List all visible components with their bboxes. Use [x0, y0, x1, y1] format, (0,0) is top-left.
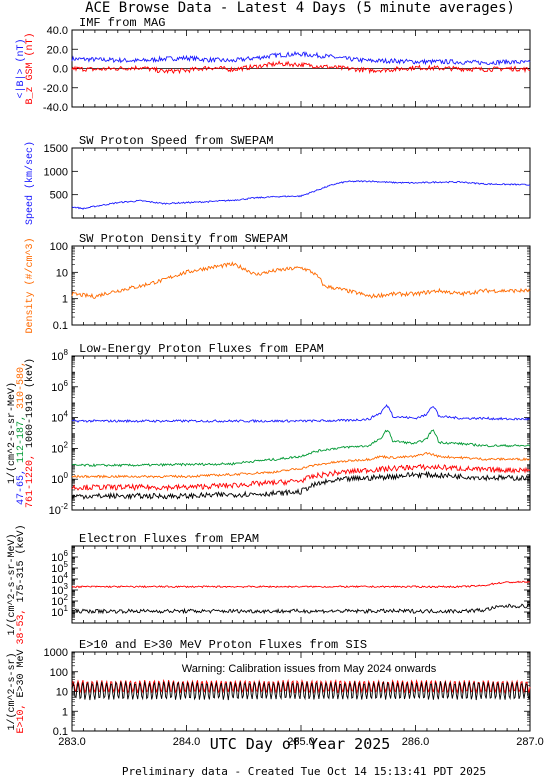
plot-frame — [71, 147, 531, 219]
series-line-orange — [71, 451, 531, 479]
page-title: ACE Browse Data - Latest 4 Days (5 minut… — [85, 0, 515, 16]
series-line-black — [71, 680, 531, 701]
y-axis-label: Density (#/cm^3) — [24, 237, 36, 333]
y-axis-units: 1/(cm^2-s-sr-MeV) — [6, 533, 18, 635]
series-line-blue — [71, 50, 531, 66]
series-line-blue — [71, 180, 531, 210]
panel-title: E>10 and E>30 MeV Proton Fluxes from SIS — [79, 638, 367, 652]
series-line-blue — [71, 404, 531, 424]
panel-6: E>10 and E>30 MeV Proton Fluxes from SIS… — [6, 638, 531, 738]
panels-group: IMF from MAG -40.0 -20.0 0.0 20.0 40.0 <|B|> (… — [6, 16, 544, 748]
panel-title: SW Proton Density from SWEPAM — [79, 232, 288, 246]
panel-5: Electron Fluxes from EPAM 101102103104105… — [6, 524, 531, 645]
y-tick-label: -40.0 — [43, 102, 68, 114]
y-tick-label: 500 — [50, 190, 68, 202]
y-tick-label: 10 — [56, 687, 68, 699]
panel-4: Low-Energy Proton Fluxes from EPAM 10-2 10… — [6, 342, 531, 517]
y-tick-label: 1000 — [44, 166, 68, 178]
y-tick-label: 10-2 — [49, 502, 69, 517]
x-tick-label: 287.0 — [516, 736, 544, 748]
series-line-green — [71, 429, 531, 468]
y-tick-label: 103 — [51, 582, 68, 597]
y-tick-label: 1 — [62, 706, 68, 718]
panel-title: IMF from MAG — [79, 16, 165, 30]
y-axis-units: 1/(cm^2-s-sr) — [6, 652, 18, 730]
y-axis-label: <|B|> (nT) — [15, 38, 27, 98]
y-tick-label: 102 — [51, 440, 68, 455]
series-line-black — [71, 603, 531, 615]
warning-annotation: Warning: Calibration issues from May 202… — [182, 663, 437, 675]
plot-frame — [71, 245, 531, 326]
y-tick-label: 100 — [50, 241, 68, 253]
panel-title: Low-Energy Proton Fluxes from EPAM — [79, 342, 324, 356]
x-tick-label: 283.0 — [58, 736, 86, 748]
panel-title: SW Proton Speed from SWEPAM — [79, 134, 273, 148]
y-tick-label: 1000 — [44, 647, 68, 659]
y-tick-label: 40.0 — [47, 25, 68, 37]
panel-title: Electron Fluxes from EPAM — [79, 532, 259, 546]
y-tick-label: 101 — [51, 604, 68, 619]
x-tick-label: 285.0 — [287, 736, 315, 748]
y-tick-label: 1500 — [44, 143, 68, 155]
y-axis-label: Speed (km/sec) — [24, 141, 36, 225]
y-tick-label: 105 — [51, 560, 68, 575]
x-axis-label: UTC Day of Year 2025 — [210, 735, 391, 753]
y-tick-label: 102 — [51, 593, 68, 608]
y-tick-label: 100 — [51, 471, 68, 486]
y-tick-label: 0.1 — [53, 726, 68, 738]
y-tick-label: 1 — [62, 294, 68, 306]
y-axis-label: 47-65, 112-187, 310-580, — [16, 361, 27, 505]
y-tick-label: 0.0 — [53, 64, 68, 76]
y-axis-label: 38-53, 175-315 (keV) — [15, 524, 27, 644]
y-axis-label: E>10, E>30 MeV — [16, 649, 27, 733]
series-line-red — [71, 60, 531, 75]
series-line-black — [71, 470, 531, 501]
y-tick-label: 0.1 — [53, 320, 68, 332]
y-tick-label: 108 — [51, 348, 68, 363]
y-axis-label: B_z GSM (nT) — [24, 32, 36, 104]
y-tick-label: 100 — [50, 667, 68, 679]
y-tick-label: 106 — [51, 549, 68, 564]
x-tick-label: 286.0 — [402, 736, 430, 748]
footer-note: Preliminary data - Created Tue Oct 14 15… — [122, 765, 486, 778]
y-axis-label: 761-1220, 1060-1910 (keV) — [24, 358, 36, 508]
panel-1: IMF from MAG -40.0 -20.0 0.0 20.0 40.0 <|B|> (… — [15, 16, 531, 114]
y-tick-label: 10 — [56, 267, 68, 279]
y-tick-label: 104 — [51, 410, 68, 425]
x-tick-label: 284.0 — [173, 736, 201, 748]
panel-2: SW Proton Speed from SWEPAM 500 1000 1500 Sp… — [24, 134, 531, 225]
series-line-red — [71, 580, 531, 589]
panel-3: SW Proton Density from SWEPAM 0.1 1 10 100 De… — [24, 232, 531, 334]
y-tick-label: 104 — [51, 571, 68, 586]
y-tick-label: -20.0 — [43, 83, 68, 95]
series-line-red — [71, 463, 531, 492]
series-line-orange — [71, 261, 531, 299]
y-tick-label: 20.0 — [47, 44, 68, 56]
y-axis-units: 1/(cm^2-s-sr-MeV) — [6, 382, 18, 484]
y-tick-label: 106 — [51, 379, 68, 394]
